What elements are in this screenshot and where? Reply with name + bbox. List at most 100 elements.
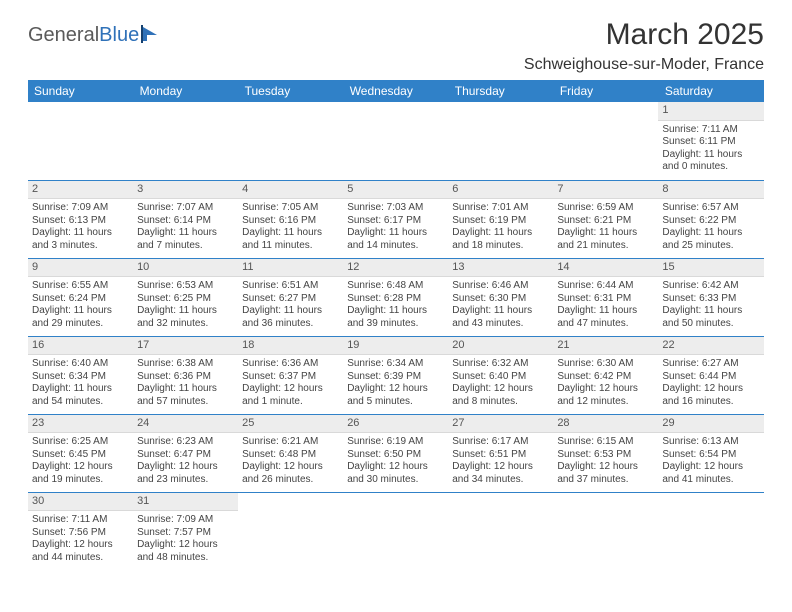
cell-body: Sunrise: 6:59 AMSunset: 6:21 PMDaylight:…: [553, 199, 658, 254]
day-number: 15: [658, 259, 763, 278]
logo-flag-icon: [141, 25, 163, 43]
daylight-text: Daylight: 12 hours: [662, 383, 759, 396]
daylight-text: Daylight: 11 hours: [347, 305, 444, 318]
sunrise-text: Sunrise: 7:03 AM: [347, 202, 444, 215]
day-number: 17: [133, 337, 238, 356]
daylight-text: and 5 minutes.: [347, 396, 444, 409]
sunrise-text: Sunrise: 6:55 AM: [32, 280, 129, 293]
sunrise-text: Sunrise: 6:21 AM: [242, 436, 339, 449]
sunset-text: Sunset: 6:54 PM: [662, 449, 759, 462]
daylight-text: and 11 minutes.: [242, 240, 339, 253]
sunset-text: Sunset: 6:37 PM: [242, 371, 339, 384]
cell-body: Sunrise: 6:32 AMSunset: 6:40 PMDaylight:…: [448, 355, 553, 410]
sunrise-text: Sunrise: 6:19 AM: [347, 436, 444, 449]
sunrise-text: Sunrise: 7:01 AM: [452, 202, 549, 215]
daylight-text: Daylight: 11 hours: [662, 305, 759, 318]
logo-text-general: General: [28, 24, 99, 47]
calendar-week-row: 9Sunrise: 6:55 AMSunset: 6:24 PMDaylight…: [28, 258, 764, 336]
calendar-cell: 27Sunrise: 6:17 AMSunset: 6:51 PMDayligh…: [448, 414, 553, 492]
day-number: 6: [448, 181, 553, 200]
sunrise-text: Sunrise: 6:38 AM: [137, 358, 234, 371]
sunrise-text: Sunrise: 6:27 AM: [662, 358, 759, 371]
day-number: 2: [28, 181, 133, 200]
sunrise-text: Sunrise: 6:34 AM: [347, 358, 444, 371]
calendar-cell: [133, 102, 238, 180]
day-number: 10: [133, 259, 238, 278]
cell-body: Sunrise: 6:19 AMSunset: 6:50 PMDaylight:…: [343, 433, 448, 488]
sunrise-text: Sunrise: 6:23 AM: [137, 436, 234, 449]
day-number: 28: [553, 415, 658, 434]
daylight-text: and 21 minutes.: [557, 240, 654, 253]
daylight-text: and 34 minutes.: [452, 474, 549, 487]
daylight-text: Daylight: 12 hours: [137, 539, 234, 552]
sunset-text: Sunset: 6:36 PM: [137, 371, 234, 384]
day-number: 13: [448, 259, 553, 278]
sunset-text: Sunset: 6:21 PM: [557, 215, 654, 228]
day-number: 24: [133, 415, 238, 434]
sunset-text: Sunset: 6:40 PM: [452, 371, 549, 384]
daylight-text: and 30 minutes.: [347, 474, 444, 487]
calendar-cell: [658, 492, 763, 570]
daylight-text: Daylight: 11 hours: [452, 227, 549, 240]
day-number: 14: [553, 259, 658, 278]
cell-body: Sunrise: 6:27 AMSunset: 6:44 PMDaylight:…: [658, 355, 763, 410]
daylight-text: Daylight: 11 hours: [662, 227, 759, 240]
day-number: 11: [238, 259, 343, 278]
sunset-text: Sunset: 6:33 PM: [662, 293, 759, 306]
calendar-cell: 18Sunrise: 6:36 AMSunset: 6:37 PMDayligh…: [238, 336, 343, 414]
cell-body: Sunrise: 6:36 AMSunset: 6:37 PMDaylight:…: [238, 355, 343, 410]
sunset-text: Sunset: 6:19 PM: [452, 215, 549, 228]
day-number: 12: [343, 259, 448, 278]
sunrise-text: Sunrise: 7:09 AM: [32, 202, 129, 215]
day-number: 20: [448, 337, 553, 356]
daylight-text: Daylight: 12 hours: [452, 383, 549, 396]
page-title: March 2025: [524, 18, 764, 52]
day-number: 21: [553, 337, 658, 356]
sunset-text: Sunset: 6:51 PM: [452, 449, 549, 462]
calendar-week-row: 23Sunrise: 6:25 AMSunset: 6:45 PMDayligh…: [28, 414, 764, 492]
calendar-cell: 24Sunrise: 6:23 AMSunset: 6:47 PMDayligh…: [133, 414, 238, 492]
calendar-cell: [238, 492, 343, 570]
calendar-cell: 12Sunrise: 6:48 AMSunset: 6:28 PMDayligh…: [343, 258, 448, 336]
calendar-cell: 29Sunrise: 6:13 AMSunset: 6:54 PMDayligh…: [658, 414, 763, 492]
calendar-cell: 7Sunrise: 6:59 AMSunset: 6:21 PMDaylight…: [553, 180, 658, 258]
day-number: 5: [343, 181, 448, 200]
daylight-text: Daylight: 11 hours: [32, 227, 129, 240]
cell-body: Sunrise: 6:21 AMSunset: 6:48 PMDaylight:…: [238, 433, 343, 488]
day-number: 8: [658, 181, 763, 200]
daylight-text: and 32 minutes.: [137, 318, 234, 331]
day-number: 30: [28, 493, 133, 512]
calendar-page: GeneralBlue March 2025 Schweighouse-sur-…: [0, 0, 792, 580]
header: GeneralBlue March 2025 Schweighouse-sur-…: [28, 18, 764, 74]
calendar-cell: 4Sunrise: 7:05 AMSunset: 6:16 PMDaylight…: [238, 180, 343, 258]
sunrise-text: Sunrise: 6:30 AM: [557, 358, 654, 371]
daylight-text: and 26 minutes.: [242, 474, 339, 487]
day-number: 16: [28, 337, 133, 356]
day-number: 3: [133, 181, 238, 200]
weekday-header: Thursday: [448, 80, 553, 102]
calendar-cell: [28, 102, 133, 180]
cell-body: Sunrise: 7:07 AMSunset: 6:14 PMDaylight:…: [133, 199, 238, 254]
sunset-text: Sunset: 6:14 PM: [137, 215, 234, 228]
daylight-text: Daylight: 12 hours: [242, 383, 339, 396]
calendar-cell: [553, 492, 658, 570]
daylight-text: Daylight: 12 hours: [347, 461, 444, 474]
daylight-text: and 14 minutes.: [347, 240, 444, 253]
daylight-text: Daylight: 12 hours: [662, 461, 759, 474]
sunset-text: Sunset: 6:53 PM: [557, 449, 654, 462]
cell-body: Sunrise: 6:30 AMSunset: 6:42 PMDaylight:…: [553, 355, 658, 410]
cell-body: Sunrise: 7:11 AMSunset: 7:56 PMDaylight:…: [28, 511, 133, 566]
calendar-cell: 19Sunrise: 6:34 AMSunset: 6:39 PMDayligh…: [343, 336, 448, 414]
calendar-cell: [448, 102, 553, 180]
daylight-text: Daylight: 11 hours: [137, 383, 234, 396]
cell-body: Sunrise: 6:44 AMSunset: 6:31 PMDaylight:…: [553, 277, 658, 332]
sunrise-text: Sunrise: 6:44 AM: [557, 280, 654, 293]
daylight-text: Daylight: 12 hours: [557, 461, 654, 474]
daylight-text: Daylight: 11 hours: [557, 305, 654, 318]
sunset-text: Sunset: 6:42 PM: [557, 371, 654, 384]
daylight-text: Daylight: 11 hours: [242, 305, 339, 318]
daylight-text: and 18 minutes.: [452, 240, 549, 253]
cell-body: Sunrise: 6:23 AMSunset: 6:47 PMDaylight:…: [133, 433, 238, 488]
weekday-header: Friday: [553, 80, 658, 102]
day-number: 1: [658, 102, 763, 121]
